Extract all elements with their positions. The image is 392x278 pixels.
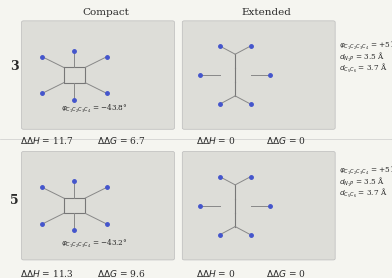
Text: 3: 3 [10,60,18,73]
Text: $d_{C_5C_6}$ = 3.7 Å: $d_{C_5C_6}$ = 3.7 Å [339,187,388,200]
Text: $\varphi_{C_1C_2C_3C_4}$ = +51.3°: $\varphi_{C_1C_2C_3C_4}$ = +51.3° [339,40,392,52]
FancyBboxPatch shape [22,21,174,129]
Text: $d_{N_1P}$ = 3.5 Å: $d_{N_1P}$ = 3.5 Å [339,176,385,188]
Text: $\Delta\Delta G$ = 0: $\Delta\Delta G$ = 0 [266,135,306,146]
Text: $\varphi_{C_1C_2C_3C_4}$ = −43.8°: $\varphi_{C_1C_2C_3C_4}$ = −43.8° [61,103,127,115]
Text: $\Delta\Delta G$ = 6.7: $\Delta\Delta G$ = 6.7 [98,135,145,146]
Text: $\Delta\Delta G$ = 9.6: $\Delta\Delta G$ = 9.6 [97,268,146,278]
Text: Extended: Extended [241,8,292,17]
Text: $\Delta\Delta H$ = 0: $\Delta\Delta H$ = 0 [196,135,235,146]
Text: $d_{C_5C_6}$ = 3.7 Å: $d_{C_5C_6}$ = 3.7 Å [339,62,388,75]
FancyBboxPatch shape [182,21,335,129]
FancyBboxPatch shape [22,152,174,260]
Text: $\Delta\Delta G$ = 0: $\Delta\Delta G$ = 0 [266,268,306,278]
Text: $\Delta\Delta H$ = 11.7: $\Delta\Delta H$ = 11.7 [20,135,74,146]
Text: Compact: Compact [82,8,129,17]
Text: 5: 5 [10,194,18,207]
Text: $\Delta\Delta H$ = 0: $\Delta\Delta H$ = 0 [196,268,235,278]
Text: $\varphi_{C_1C_2C_3C_4}$ = −43.2°: $\varphi_{C_1C_2C_3C_4}$ = −43.2° [61,238,127,250]
FancyBboxPatch shape [182,152,335,260]
Text: $\Delta\Delta H$ = 11.3: $\Delta\Delta H$ = 11.3 [20,268,74,278]
Text: $d_{N_1P}$ = 3.5 Å: $d_{N_1P}$ = 3.5 Å [339,51,385,63]
Text: $\varphi_{C_1C_2C_3C_4}$ = +51.4°: $\varphi_{C_1C_2C_3C_4}$ = +51.4° [339,165,392,177]
